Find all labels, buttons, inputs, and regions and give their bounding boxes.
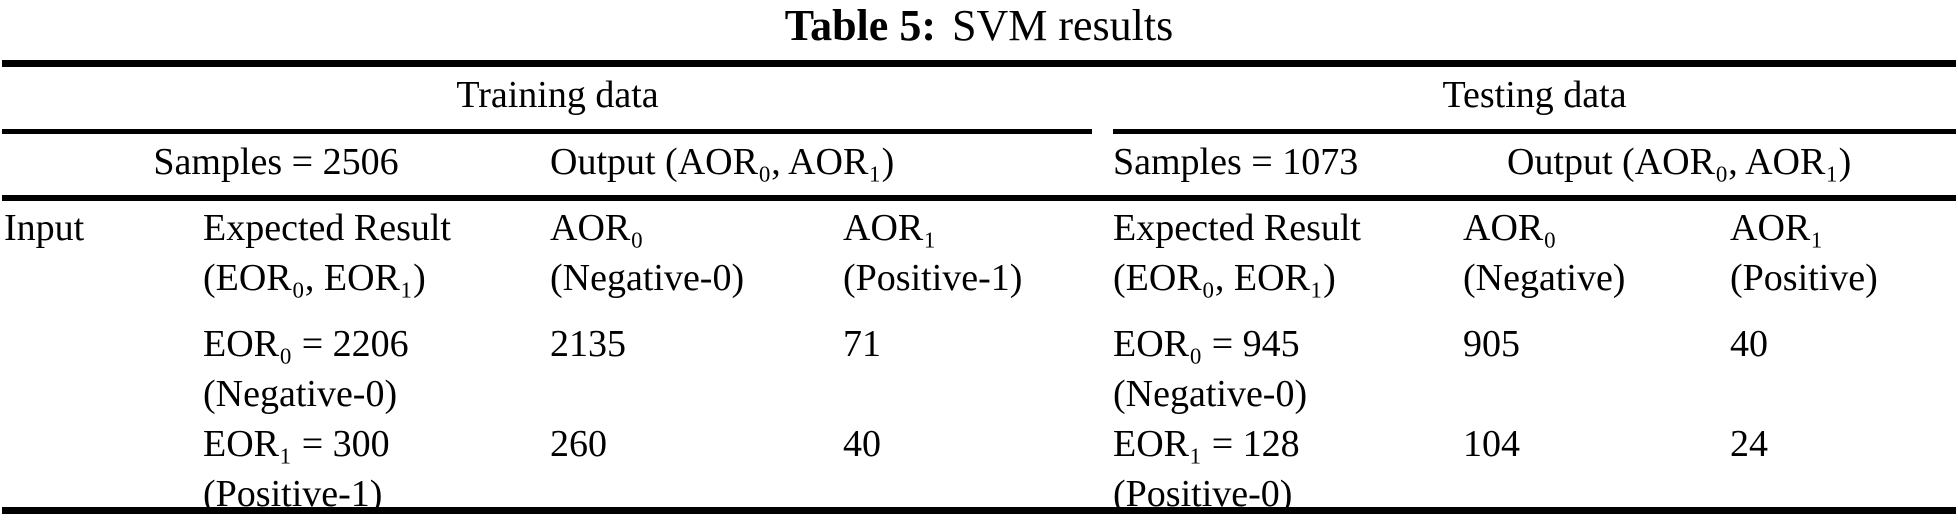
training-aor1-value: 40 <box>843 423 881 465</box>
top-rule <box>2 60 1956 67</box>
cell-line-2: (Negative-0) <box>1113 373 1308 415</box>
cell-line-2: (Positive-1) <box>843 257 1023 299</box>
input-spacer-cell <box>2 319 201 419</box>
testing-group-underline <box>1113 129 1956 134</box>
caption-title: SVM results <box>951 1 1174 50</box>
training-expected-header: Expected Result (EOR₀, EOR₁) <box>201 195 548 319</box>
testing-aor0-header: AOR₀ (Negative) <box>1461 195 1728 319</box>
cell-line-1: EOR₀ = 2206 <box>203 323 409 365</box>
cell-line-2: (Positive) <box>1730 257 1878 299</box>
testing-aor1-header: AOR₁ (Positive) <box>1728 195 1956 319</box>
input-column-header: Input <box>4 207 85 249</box>
training-aor0-value: 2135 <box>550 323 626 365</box>
testing-aor1-value: 40 <box>1730 323 1768 365</box>
header-separator-rule <box>2 195 1956 201</box>
samples-output-row: Samples = 2506 Output (AOR₀, AOR₁) Sampl… <box>2 129 1956 195</box>
testing-output-label: Output (AOR₀, AOR₁) <box>1507 141 1852 183</box>
group-header-row: Training data Testing data <box>2 60 1956 129</box>
cell-line-1: Expected Result <box>203 207 451 249</box>
svm-results-table: Training data Testing data Samples = 250… <box>2 60 1956 519</box>
table-caption: Table 5: SVM results <box>0 0 1958 52</box>
training-aor1-value: 71 <box>843 323 881 365</box>
testing-expected-header: Expected Result (EOR₀, EOR₁) <box>1111 195 1461 319</box>
training-samples-label: Samples = 2506 <box>153 141 399 183</box>
testing-expected-cell: EOR₀ = 945 (Negative-0) <box>1111 319 1461 419</box>
table-row: EOR₀ = 2206 (Negative-0) 2135 71 EOR₀ = … <box>2 319 1956 419</box>
cell-line-1: AOR₁ <box>843 207 937 249</box>
cell-line-1: AOR₀ <box>1463 207 1557 249</box>
cell-line-2: (Negative-0) <box>203 373 398 415</box>
input-spacer-cell <box>2 419 201 519</box>
training-aor1-header: AOR₁ (Positive-1) <box>841 195 1111 319</box>
training-aor0-value: 260 <box>550 423 607 465</box>
testing-samples-label: Samples = 1073 <box>1113 141 1359 183</box>
cell-line-2: (EOR₀, EOR₁) <box>203 257 426 299</box>
training-output-label: Output (AOR₀, AOR₁) <box>550 141 895 183</box>
training-expected-cell: EOR₁ = 300 (Positive-1) <box>201 419 548 519</box>
column-header-row: Input Expected Result (EOR₀, EOR₁) AOR₀ … <box>2 195 1956 319</box>
training-aor0-header: AOR₀ (Negative-0) <box>548 195 841 319</box>
cell-line-1: EOR₁ = 128 <box>1113 423 1300 465</box>
testing-aor0-value: 905 <box>1463 323 1520 365</box>
training-expected-cell: EOR₀ = 2206 (Negative-0) <box>201 319 548 419</box>
cell-line-1: AOR₁ <box>1730 207 1824 249</box>
testing-expected-cell: EOR₁ = 128 (Positive-0) <box>1111 419 1461 519</box>
testing-aor0-value: 104 <box>1463 423 1520 465</box>
cell-line-2: (Positive-1) <box>203 473 383 515</box>
training-group-underline <box>2 129 1092 134</box>
cell-line-1: AOR₀ <box>550 207 644 249</box>
caption-label: Table 5: <box>784 1 936 50</box>
cell-line-2: (Positive-0) <box>1113 473 1293 515</box>
testing-group-header: Testing data <box>1442 73 1627 116</box>
cell-line-2: (EOR₀, EOR₁) <box>1113 257 1336 299</box>
cell-line-2: (Negative) <box>1463 257 1626 299</box>
bottom-rule <box>2 507 1956 514</box>
cell-line-2: (Negative-0) <box>550 257 745 299</box>
table-row: EOR₁ = 300 (Positive-1) 260 40 EOR₁ = 12… <box>2 419 1956 519</box>
training-group-header: Training data <box>456 73 659 116</box>
cell-line-1: EOR₁ = 300 <box>203 423 390 465</box>
testing-aor1-value: 24 <box>1730 423 1768 465</box>
cell-line-1: EOR₀ = 945 <box>1113 323 1300 365</box>
cell-line-1: Expected Result <box>1113 207 1361 249</box>
